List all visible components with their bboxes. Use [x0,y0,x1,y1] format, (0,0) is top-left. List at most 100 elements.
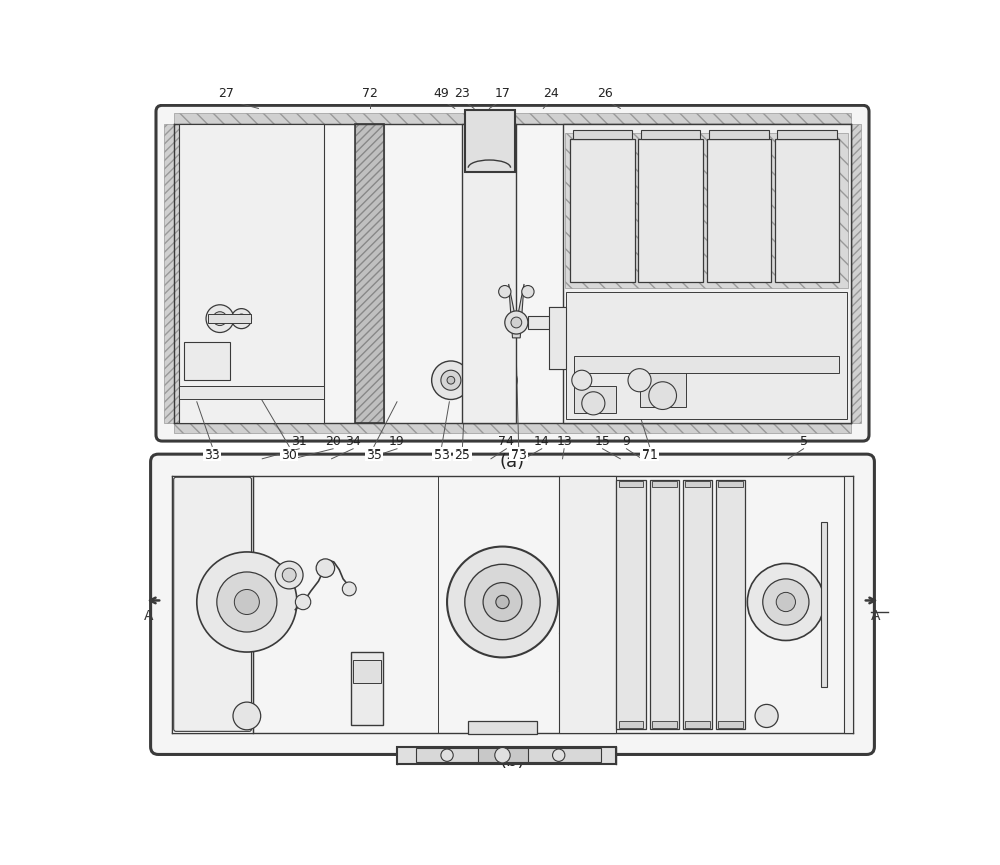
Text: 35: 35 [366,449,382,462]
Circle shape [441,749,453,761]
Circle shape [582,392,605,415]
Polygon shape [509,284,524,338]
Text: 53: 53 [434,448,450,461]
Text: 15: 15 [595,434,611,447]
Circle shape [237,314,246,324]
Text: ω: ω [497,595,508,608]
Bar [641,130,700,139]
Bar [683,479,712,729]
Bar [777,130,837,139]
Circle shape [495,747,510,763]
Circle shape [483,583,522,621]
Bar [651,481,677,727]
Text: 25: 25 [455,448,470,461]
Bar [640,140,701,280]
Bar [574,356,839,373]
Bar [707,139,771,282]
Circle shape [511,317,522,328]
Bar [638,139,703,282]
Text: (b): (b) [500,752,525,770]
Bar [509,451,528,461]
Bar [397,746,616,764]
Circle shape [282,568,296,582]
Text: (a): (a) [500,453,525,471]
Bar [618,481,644,727]
Bar [820,522,827,687]
Bar [351,652,383,725]
Circle shape [447,547,558,657]
Circle shape [522,285,534,298]
Circle shape [295,594,311,610]
Circle shape [505,311,528,334]
Bar [203,451,221,461]
Bar [573,130,632,139]
Bar [355,124,384,423]
Circle shape [649,381,677,409]
Circle shape [473,374,487,388]
Bar [572,140,633,280]
Text: 53: 53 [434,449,450,462]
Text: 20: 20 [325,434,341,447]
Bar [365,451,383,461]
Bar [164,124,181,423]
Text: 49: 49 [434,86,450,99]
Circle shape [447,376,455,384]
Bar [179,124,324,423]
Text: A: A [144,609,154,623]
Bar [465,110,515,171]
Bar [438,476,567,733]
Bar [184,342,230,381]
Circle shape [217,572,277,632]
FancyBboxPatch shape [151,454,874,754]
Text: 27: 27 [218,86,234,99]
Bar [174,423,851,433]
Bar [652,721,677,727]
Circle shape [572,370,592,390]
Bar [684,481,710,727]
Text: 14: 14 [534,434,550,447]
Bar [280,451,298,461]
FancyBboxPatch shape [174,477,251,731]
Bar [570,139,635,282]
Text: 71: 71 [642,448,657,461]
Bar [640,368,686,407]
Text: 74: 74 [498,434,514,447]
Bar [549,307,566,368]
Circle shape [197,552,297,652]
Bar [844,476,853,733]
Text: A: A [871,609,881,623]
Circle shape [763,579,809,625]
Bar [844,124,861,423]
Bar [478,748,528,762]
Bar [718,721,743,727]
Bar [563,124,851,423]
Bar [179,400,324,423]
Bar [619,481,643,487]
Circle shape [499,285,511,298]
Text: 30: 30 [281,448,297,461]
Circle shape [441,370,461,390]
Text: 72: 72 [362,86,378,99]
Bar [640,451,659,461]
Text: 34: 34 [345,434,361,447]
Bar [353,660,381,682]
Circle shape [747,563,824,640]
Text: 19: 19 [389,434,405,447]
Text: 13: 13 [556,434,572,447]
Text: 5: 5 [800,434,808,447]
Text: 31: 31 [291,434,307,447]
Bar [462,124,516,423]
Circle shape [233,702,261,730]
Bar [528,317,563,329]
Text: 33: 33 [204,448,220,461]
Text: 25: 25 [455,449,470,462]
Text: 24: 24 [543,86,559,99]
Bar [179,386,324,400]
Bar [559,476,616,733]
Bar [776,140,837,280]
Text: 73: 73 [511,449,527,462]
FancyBboxPatch shape [156,106,869,441]
Circle shape [231,309,251,329]
Bar [453,451,472,461]
Bar [716,479,745,729]
